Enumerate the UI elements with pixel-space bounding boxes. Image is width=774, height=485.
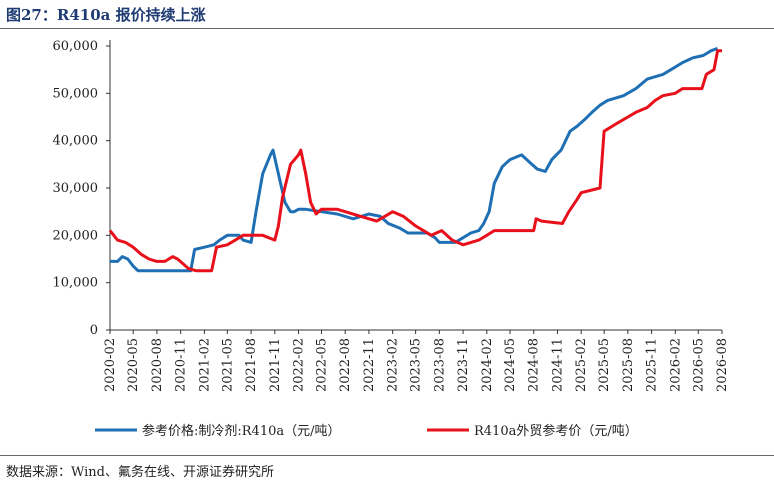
y-tick-label: 0	[90, 323, 98, 338]
x-tick-label: 2025-08	[621, 338, 636, 392]
x-tick-label: 2022-11	[362, 338, 377, 392]
source-note: 数据来源：Wind、氟务在线、开源证券研究所	[6, 465, 274, 480]
x-tick-label: 2023-02	[386, 338, 401, 392]
y-tick-label: 30,000	[53, 181, 99, 196]
y-tick-label: 10,000	[53, 276, 99, 291]
x-tick-label: 2020-02	[103, 338, 118, 392]
x-tick-label: 2021-08	[244, 338, 259, 392]
x-tick-label: 2025-05	[597, 338, 612, 392]
y-tick-label: 50,000	[53, 86, 99, 101]
series-line-1	[110, 46, 719, 273]
series-layer	[108, 46, 722, 273]
series-line-2	[108, 49, 722, 273]
x-tick-label: 2026-02	[668, 338, 683, 392]
axes-layer: 0 10,000 20,000 30,000 40,000 50,000 60,000 202…	[53, 39, 731, 392]
x-tick-label: 2024-02	[480, 338, 495, 392]
x-tick-label: 2021-02	[197, 338, 212, 392]
x-tick-label: 2023-05	[409, 338, 424, 392]
x-tick-label: 2025-02	[574, 338, 589, 392]
x-tick-label: 2022-05	[314, 338, 329, 392]
line-chart: 0 10,000 20,000 30,000 40,000 50,000 60,000 202…	[53, 39, 731, 439]
x-tick-label: 2022-02	[292, 338, 307, 392]
x-tick-label: 2024-08	[527, 338, 542, 392]
x-tick-label: 2021-11	[268, 338, 283, 392]
x-tick-label: 2022-08	[338, 338, 353, 392]
bottom-rule	[0, 455, 774, 456]
x-tick-label: 2026-08	[715, 338, 730, 392]
x-tick-label: 2025-11	[645, 338, 660, 392]
x-tick-label: 2026-05	[691, 338, 706, 392]
x-tick-label: 2023-11	[456, 338, 471, 392]
y-tick-label: 60,000	[53, 39, 99, 54]
chart-title: 图27：R410a 报价持续上涨	[6, 6, 206, 24]
x-tick-label: 2024-05	[503, 338, 518, 392]
legend-label-series-1: 参考价格:制冷剂:R410a（元/吨）	[142, 423, 341, 439]
legend: 参考价格:制冷剂:R410a（元/吨） R410a外贸参考价（元/吨）	[95, 423, 638, 439]
y-tick-label: 20,000	[53, 228, 99, 243]
x-tick-label: 2021-05	[220, 338, 235, 392]
x-tick-label: 2020-08	[150, 338, 165, 392]
x-tick-label: 2020-11	[174, 338, 189, 392]
y-tick-label: 40,000	[53, 134, 99, 149]
x-tick-label: 2023-08	[432, 338, 447, 392]
top-rule	[0, 28, 774, 29]
x-tick-label: 2020-05	[126, 338, 141, 392]
x-tick-label: 2024-11	[550, 338, 565, 392]
legend-label-series-2: R410a外贸参考价（元/吨）	[474, 423, 638, 439]
